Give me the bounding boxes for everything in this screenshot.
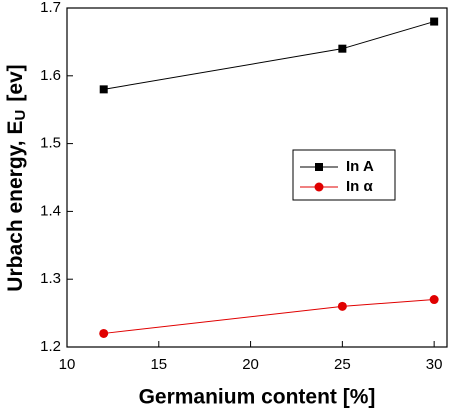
x-tick-label: 20 bbox=[242, 356, 259, 373]
marker bbox=[314, 182, 324, 192]
y-tick-label: 1.6 bbox=[40, 67, 61, 84]
x-tick-label: 30 bbox=[426, 356, 443, 373]
legend-text: In A bbox=[346, 158, 374, 175]
marker bbox=[337, 301, 347, 311]
y-axis-title-unit: [ev] bbox=[4, 64, 27, 101]
y-tick-label: 1.3 bbox=[40, 270, 61, 287]
legend-box bbox=[292, 149, 396, 201]
y-tick-label: 1.2 bbox=[40, 338, 61, 355]
marker bbox=[338, 44, 347, 53]
marker bbox=[430, 17, 439, 26]
x-tick-label: 25 bbox=[334, 356, 351, 373]
y-axis-title-sub: U bbox=[12, 110, 29, 121]
plot-frame bbox=[66, 7, 448, 348]
y-tick-label: 1.5 bbox=[40, 135, 61, 152]
marker bbox=[99, 85, 108, 94]
y-tick-label: 1.4 bbox=[40, 202, 61, 219]
series-line bbox=[103, 299, 435, 334]
y-tick-label: 1.7 bbox=[40, 0, 61, 16]
x-tick-label: 15 bbox=[150, 356, 167, 373]
legend-text: In α bbox=[346, 178, 373, 195]
y-axis-title-group: Urbach energy, EU [ev] bbox=[4, 64, 29, 291]
y-axis-title: Urbach energy, EU [ev] bbox=[4, 64, 29, 291]
y-axis-title-main: Urbach energy, E bbox=[4, 121, 27, 292]
x-tick-label: 10 bbox=[59, 356, 76, 373]
marker bbox=[315, 163, 323, 171]
marker bbox=[429, 295, 439, 305]
marker bbox=[99, 328, 109, 338]
x-axis-title: Germanium content [%] bbox=[139, 386, 376, 409]
series-line bbox=[103, 21, 435, 90]
